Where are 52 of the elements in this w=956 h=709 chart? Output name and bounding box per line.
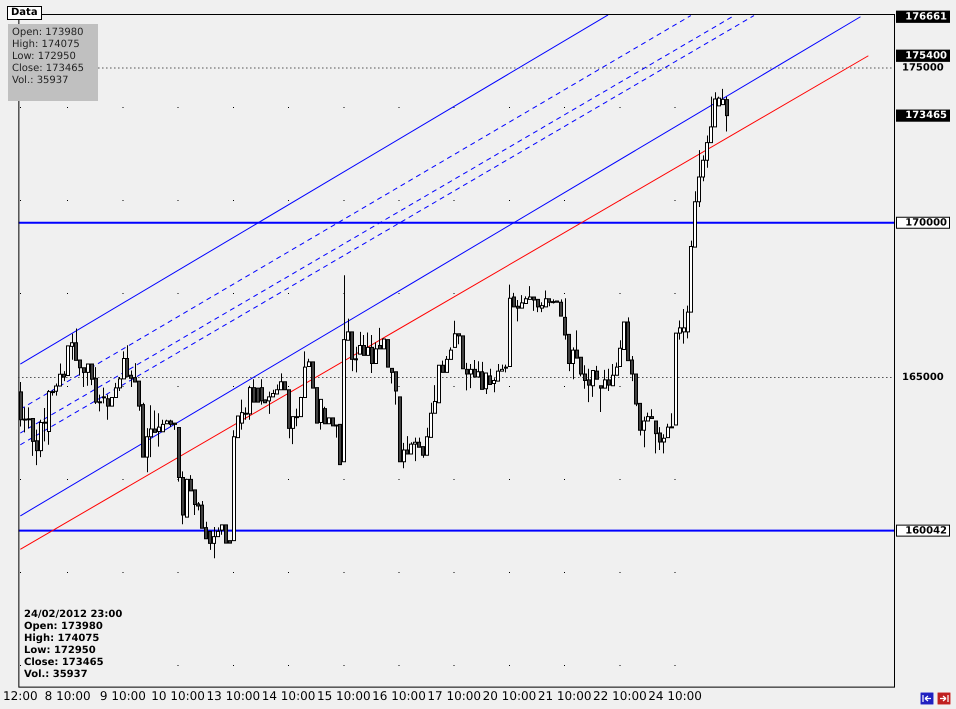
x-tick-label: 15 10:00 — [316, 688, 371, 703]
candlestick — [532, 296, 536, 312]
candlestick — [413, 437, 417, 462]
x-tick-label: 14 10:00 — [262, 688, 316, 703]
candlestick — [650, 408, 654, 419]
x-tick-label: 17 10:00 — [427, 688, 482, 703]
candlestick — [666, 423, 670, 438]
y-tick-label: 175000 — [902, 62, 944, 74]
x-tick-label: 12:00 — [3, 688, 38, 703]
ref-line-label: 160042 — [905, 525, 948, 536]
candlestick — [224, 524, 228, 544]
candlestick — [370, 334, 374, 374]
x-tick-label: 22 10:00 — [593, 688, 647, 703]
candlestick — [536, 298, 540, 313]
candlestick — [275, 384, 279, 395]
x-tick-label: 16 10:00 — [372, 688, 426, 703]
x-tick-label: 13 10:00 — [206, 688, 260, 703]
x-tick-label: 9 10:00 — [100, 688, 146, 703]
candlestick — [208, 530, 212, 550]
x-tick-label: 20 10:00 — [482, 688, 536, 703]
candlestick — [725, 96, 729, 132]
candlestick — [528, 286, 532, 300]
candlestick — [212, 526, 216, 559]
x-tick-label: 21 10:00 — [538, 688, 592, 703]
candlestick — [662, 434, 666, 454]
candlestick — [106, 394, 110, 420]
chart-title: Data — [7, 6, 42, 20]
candlestick — [540, 302, 544, 313]
x-tick-label: 8 10:00 — [44, 688, 91, 703]
annotation: 24/02/2012 23:00 Open: 173980 High: 174075 Low: 172950 Close: 173465 Vol.: 35937 — [22, 608, 124, 682]
candlestick — [484, 372, 488, 395]
candlestick — [682, 308, 686, 344]
candlestick — [654, 420, 658, 454]
text: 175400 — [905, 50, 948, 62]
candlestick — [453, 320, 457, 348]
candlestick — [260, 378, 264, 406]
candlestick — [267, 391, 271, 414]
x-tick-label: 10 10:00 — [151, 688, 205, 703]
candlestick — [157, 412, 161, 448]
candlestick — [516, 300, 520, 322]
candlestick — [374, 342, 378, 364]
candlestick — [161, 419, 165, 432]
text: 176661 — [905, 11, 948, 22]
y-tick-label: 165000 — [902, 372, 944, 383]
ref-line-label: 170000 — [905, 217, 948, 228]
annotation: Open: 173980 High: 174075 Low: 172950 Close: 173465 Vol.: 35937 — [8, 24, 98, 101]
candlestick — [559, 298, 563, 317]
candlestick — [544, 290, 548, 308]
x-tick-label: 24 10:00 — [648, 688, 702, 703]
candlestick — [520, 294, 524, 309]
text: 173465 — [905, 110, 948, 122]
candlestick — [362, 334, 366, 356]
